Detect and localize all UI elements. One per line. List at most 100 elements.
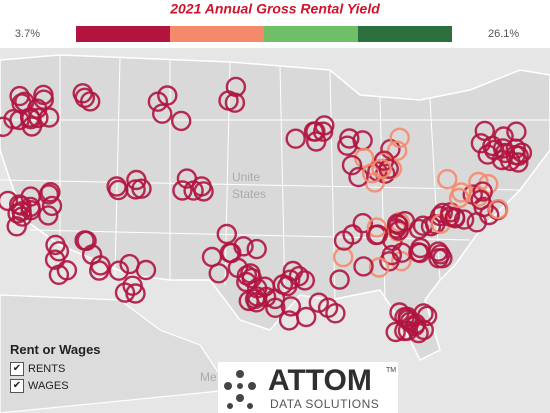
filter: Rent or Wages ✔ RENTS ✔ WAGES: [10, 342, 101, 394]
marker: [470, 133, 492, 154]
marker: [468, 186, 489, 207]
filter-option[interactable]: ✔ WAGES: [10, 377, 101, 394]
marker: [41, 195, 63, 217]
marker: [246, 292, 267, 313]
marker: [482, 135, 503, 157]
logo-graphic: ATTOM TM DATA SOLUTIONS: [224, 364, 396, 411]
checkbox[interactable]: ✔: [10, 378, 24, 393]
marker: [508, 145, 529, 167]
marker: [342, 224, 363, 245]
marker: [44, 249, 66, 270]
option-label: WAGES: [28, 379, 69, 392]
marker: [367, 224, 389, 245]
marker: [170, 110, 192, 132]
marker: [20, 108, 42, 130]
marker: [472, 181, 493, 202]
marker: [337, 135, 358, 156]
marker: [317, 297, 339, 318]
marker: [410, 237, 431, 259]
marker: [506, 121, 527, 142]
logo: ATTOM TM DATA SOLUTIONS: [218, 362, 398, 413]
checkbox[interactable]: ✔: [10, 361, 24, 376]
marker: [386, 140, 408, 161]
marker: [312, 121, 334, 142]
marker: [385, 321, 406, 343]
marker: [79, 91, 101, 112]
marker: [371, 158, 392, 179]
map-label: Me: [200, 370, 217, 384]
legend-swatch: [358, 26, 452, 42]
marker: [387, 213, 408, 234]
marker: [333, 246, 354, 268]
legend-swatch: [264, 26, 358, 42]
marker: [183, 180, 204, 201]
map-label: States: [232, 187, 266, 201]
marker: [280, 269, 301, 290]
marker: [157, 85, 178, 106]
marker: [379, 251, 400, 272]
marker: [366, 217, 387, 238]
marker: [373, 150, 395, 171]
marker: [448, 187, 470, 209]
logo-icon: [224, 370, 256, 409]
marker: [81, 244, 103, 265]
marker: [470, 189, 491, 211]
legend-swatch: [170, 26, 264, 42]
marker: [368, 257, 390, 278]
marker: [246, 238, 267, 260]
map-label: Unite: [232, 170, 260, 184]
title: 2021 Annual Gross Rental Yield: [169, 1, 380, 17]
marker: [255, 286, 277, 308]
marker: [329, 269, 350, 290]
marker: [296, 306, 317, 328]
marker: [413, 319, 434, 341]
marker: [439, 206, 460, 227]
marker: [108, 260, 130, 281]
marker: [225, 76, 247, 98]
marker: [437, 168, 458, 190]
marker: [135, 259, 157, 281]
option-label: RENTS: [28, 362, 66, 375]
marker: [6, 216, 27, 237]
marker: [254, 276, 275, 297]
marker: [508, 152, 529, 173]
marker: [56, 260, 78, 281]
marker: [397, 320, 419, 341]
marker: [352, 212, 373, 234]
marker: [341, 154, 363, 176]
marker: [285, 128, 306, 149]
marker: [33, 84, 54, 106]
legend-swatch: [76, 26, 170, 42]
marker: [294, 270, 315, 291]
marker: [11, 195, 32, 216]
marker: [288, 266, 310, 287]
legend-max: 26.1%: [488, 28, 519, 40]
filter-title: Rent or Wages: [10, 342, 101, 357]
marker: [131, 178, 152, 199]
marker: [74, 87, 96, 109]
logo-mark: TM: [386, 367, 396, 374]
marker: [353, 256, 374, 277]
logo-tagline: DATA SOLUTIONS: [270, 397, 379, 411]
markers: [0, 76, 533, 344]
marker: [38, 184, 60, 205]
marker: [221, 242, 242, 264]
color-legend: [76, 26, 452, 42]
marker: [0, 190, 19, 212]
marker: [20, 199, 41, 221]
marker: [428, 248, 449, 269]
marker: [413, 303, 434, 324]
marker: [488, 198, 509, 220]
marker: [397, 306, 418, 328]
marker: [348, 166, 369, 188]
marker: [9, 85, 30, 107]
marker: [14, 91, 35, 113]
marker: [303, 121, 325, 142]
marker: [122, 275, 143, 296]
marker: [151, 103, 173, 124]
filter-option[interactable]: ✔ RENTS: [10, 360, 101, 377]
marker: [172, 180, 193, 201]
marker: [429, 205, 451, 227]
